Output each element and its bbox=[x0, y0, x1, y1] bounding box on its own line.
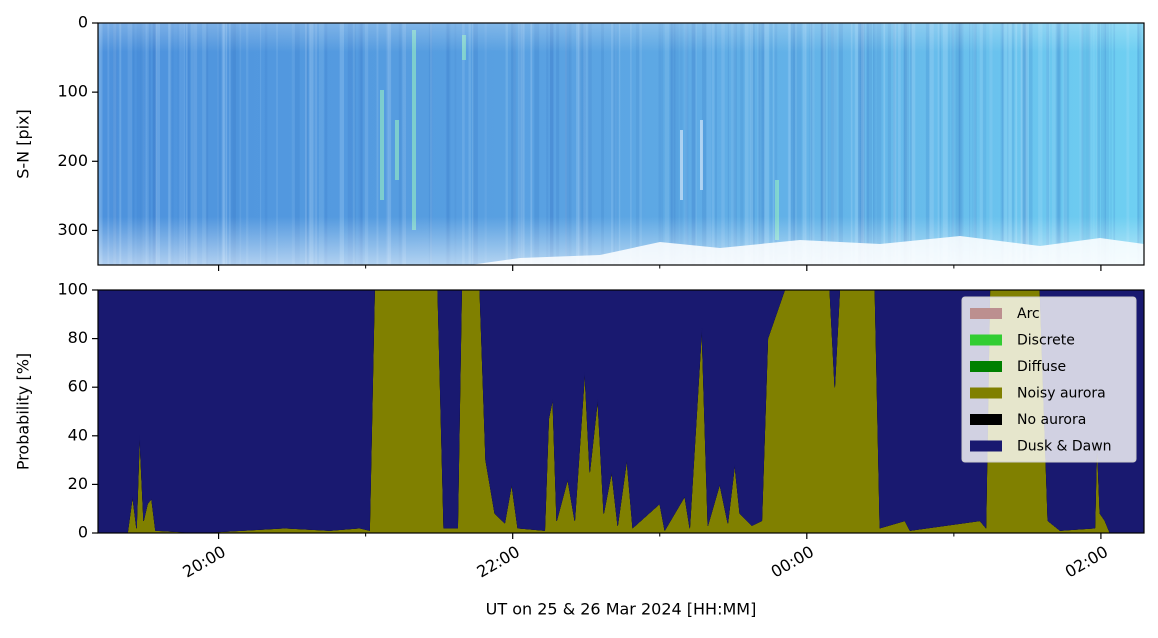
y-tick-label: 0 bbox=[78, 13, 88, 32]
y-tick-label: 80 bbox=[68, 328, 88, 347]
keogram-panel: 0 100 200 300 S-N [pix] bbox=[14, 13, 1145, 271]
legend-swatch bbox=[970, 414, 1002, 425]
x-tick-label: 22:00 bbox=[474, 542, 523, 582]
plot-frame bbox=[97, 22, 1145, 266]
keogram-image bbox=[98, 23, 1144, 265]
legend-label: No aurora bbox=[1017, 412, 1086, 428]
legend-swatch bbox=[970, 308, 1002, 319]
y-axis-label: S-N [pix] bbox=[14, 109, 33, 179]
keogram-fade bbox=[98, 23, 1144, 265]
y-tick-label: 0 bbox=[78, 523, 88, 542]
legend-swatch bbox=[970, 387, 1002, 399]
legend-label: Arc bbox=[1017, 306, 1040, 322]
x-tick-label: 00:00 bbox=[768, 542, 817, 582]
y-tick-label: 300 bbox=[57, 220, 88, 239]
horizon-cloud bbox=[470, 236, 1144, 265]
legend-swatch bbox=[970, 440, 1002, 452]
x-tick-label: 02:00 bbox=[1062, 542, 1111, 582]
legend-label: Noisy aurora bbox=[1017, 386, 1106, 402]
y-tick-label: 100 bbox=[57, 82, 88, 101]
legend-swatch bbox=[970, 334, 1002, 346]
y-axis-label: Probability [%] bbox=[14, 353, 33, 470]
legend-swatch bbox=[970, 361, 1002, 372]
legend-label: Discrete bbox=[1017, 333, 1075, 349]
legend-label: Diffuse bbox=[1017, 359, 1066, 375]
y-tick-label: 200 bbox=[57, 151, 88, 170]
y-tick-label: 40 bbox=[68, 425, 88, 444]
legend-label: Dusk & Dawn bbox=[1017, 439, 1112, 455]
probability-panel: 0 20 40 60 80 100 20:00 22:00 00:00 02:00 Probabil… bbox=[14, 280, 1145, 619]
plot-frame bbox=[97, 289, 1145, 534]
y-tick-label: 100 bbox=[57, 280, 88, 299]
y-tick-label: 60 bbox=[68, 377, 88, 396]
y-tick-label: 20 bbox=[68, 474, 88, 493]
x-tick-label: 20:00 bbox=[179, 542, 228, 582]
x-axis-label: UT on 25 & 26 Mar 2024 [HH:MM] bbox=[486, 600, 757, 619]
legend-box bbox=[961, 296, 1137, 463]
